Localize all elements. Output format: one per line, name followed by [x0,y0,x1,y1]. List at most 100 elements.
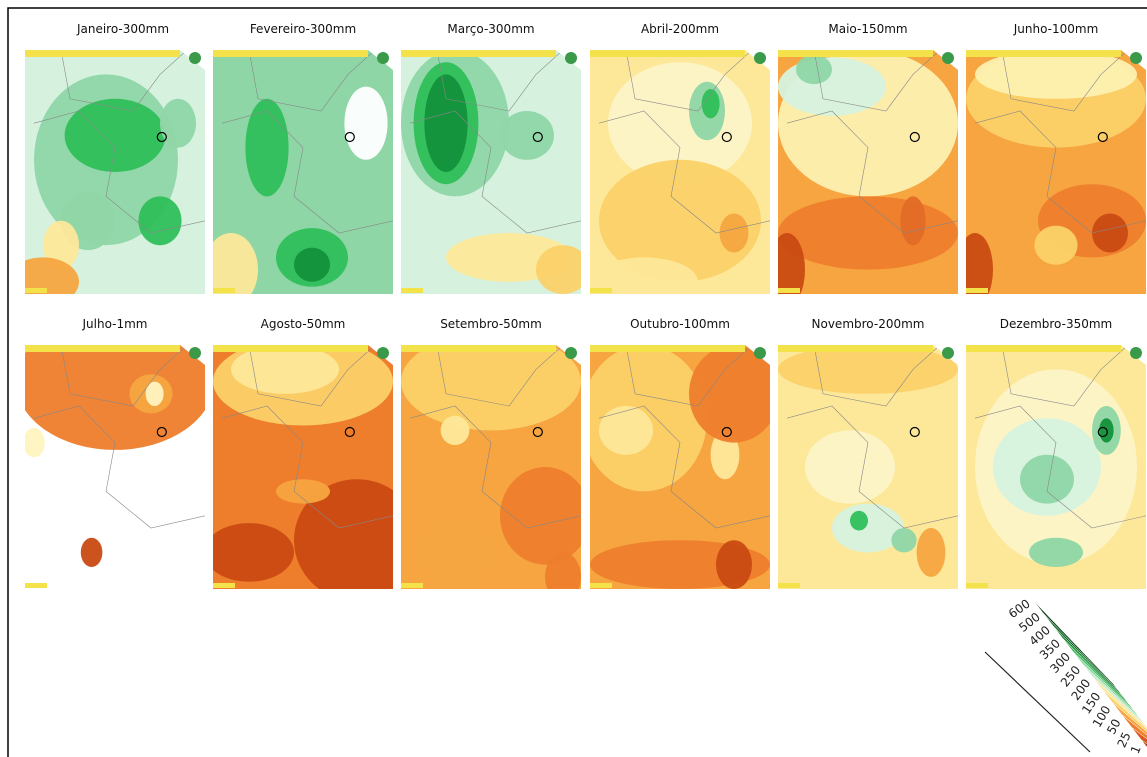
rain-area [424,74,467,172]
map: Novembro-200mm [778,317,958,589]
rain-area [536,245,590,294]
map-footer [213,288,235,293]
rain-area [900,196,925,245]
mini-legend-dot [377,52,389,64]
rain-area [599,406,653,455]
rain-area [716,540,752,589]
figure: Janeiro-300mm Fevereiro-300mm Março-300mm A… [0,0,1147,757]
map: Janeiro-300mm [7,22,205,306]
map-footer [213,583,235,588]
rain-area [957,233,993,306]
rain-area [81,538,103,567]
map-header [590,50,745,57]
map: Abril-200mm [590,22,770,306]
map-body [204,338,420,602]
map-title: Setembro-50mm [440,317,542,331]
rain-area [545,552,581,601]
map-body [204,50,393,306]
map: Fevereiro-300mm [204,22,393,306]
rain-area [500,111,554,160]
map-title: Janeiro-300mm [76,22,169,36]
map: Outubro-100mm [581,317,779,589]
mini-legend-dot [942,52,954,64]
map: Dezembro-350mm [966,317,1146,589]
map-footer [401,288,423,293]
map-header [966,50,1121,57]
map-header [25,50,180,57]
rain-area [778,57,886,116]
mini-legend-dot [754,52,766,64]
map-header [401,345,556,352]
map-body [16,313,214,589]
rain-area [344,87,387,160]
rain-area [7,257,79,306]
map-footer [590,288,612,293]
rain-area [1034,226,1077,265]
legend-label: 1 [1128,743,1144,755]
page: Janeiro-300mm Fevereiro-300mm Março-300mm A… [0,0,1147,757]
map: Setembro-50mm [401,317,590,601]
map-footer [590,583,612,588]
mini-legend-dot [1130,347,1142,359]
rain-area [720,213,749,252]
rain-area [231,345,339,394]
rain-area [65,99,166,172]
map-title: Abril-200mm [641,22,719,36]
rain-area [917,528,946,577]
map: Março-300mm [401,22,590,294]
map: Julho-1mm [16,313,214,589]
map-header [590,345,745,352]
mini-legend-dot [942,347,954,359]
map-footer [25,583,47,588]
rain-area [16,313,214,450]
map-header [778,345,933,352]
rain-area [294,248,330,282]
map-footer [25,288,47,293]
map-body [401,333,590,601]
map-header [966,345,1121,352]
mini-legend-dot [565,52,577,64]
map-header [213,50,368,57]
map-body [7,50,205,306]
map-title: Junho-100mm [1013,22,1099,36]
map-body [401,50,590,294]
mini-legend-dot [189,52,201,64]
rain-area [1020,455,1074,504]
map-footer [778,583,800,588]
rain-area [850,511,868,531]
rain-area [500,467,590,565]
rain-area [204,523,294,582]
map-title: Agosto-50mm [261,317,346,331]
map-title: Novembro-200mm [812,317,925,331]
map-body [769,50,958,306]
map-body [966,345,1146,589]
rain-area [778,196,958,269]
map-body [590,50,770,306]
map-title: Fevereiro-300mm [250,22,356,36]
map-header [25,345,180,352]
mini-legend-dot [1130,52,1142,64]
rain-area [245,99,288,197]
map-footer [966,583,988,588]
rain-area [778,345,958,394]
rain-area [1092,213,1128,252]
rain-area [276,479,330,503]
rain-area [805,430,895,503]
rain-area [138,196,181,245]
map: Agosto-50mm [204,317,420,601]
map-footer [966,288,988,293]
rain-area [419,516,491,589]
map: Maio-150mm [769,22,958,306]
rain-area [796,55,832,84]
map-title: Maio-150mm [828,22,907,36]
map-header [213,345,368,352]
mini-legend-dot [189,347,201,359]
rain-area [891,528,916,552]
map-footer [401,583,423,588]
map-body [581,345,779,589]
rain-area [590,257,698,306]
map: Junho-100mm [957,22,1146,306]
map-footer [778,288,800,293]
rain-area [23,428,45,457]
